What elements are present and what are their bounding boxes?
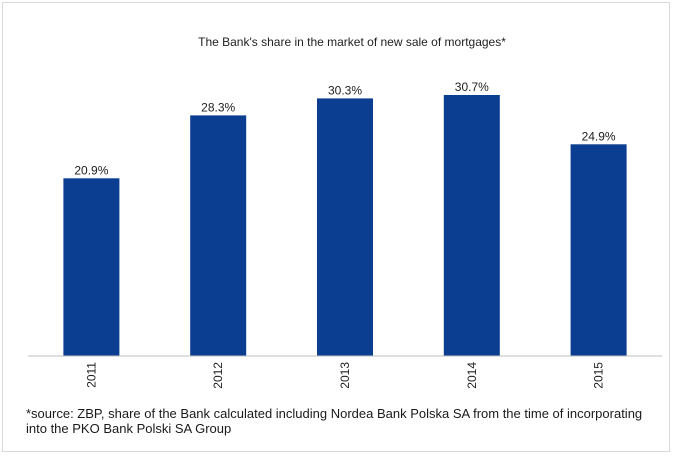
chart-title: The Bank's share in the market of new sa…	[198, 35, 506, 49]
x-tick-2014: 2014	[465, 362, 479, 389]
data-label-2011: 20.9%	[74, 163, 108, 177]
x-tick-labels: 2011 2012 2013 2014 2015	[84, 362, 605, 389]
bars-group: 20.9% 28.3% 30.3% 30.7% 24.9%	[63, 80, 627, 357]
bar-2013	[317, 98, 373, 357]
x-tick-2015: 2015	[592, 362, 606, 389]
data-label-2015: 24.9%	[582, 129, 616, 143]
data-label-2013: 30.3%	[328, 83, 362, 97]
bar-2012	[190, 115, 247, 357]
bar-2011	[63, 178, 120, 356]
data-label-2014: 30.7%	[455, 80, 489, 94]
source-footnote: *source: ZBP, share of the Bank calculat…	[26, 406, 643, 436]
bar-2015	[570, 144, 627, 356]
bar-2014	[443, 95, 500, 356]
data-label-2012: 28.3%	[201, 100, 235, 114]
x-tick-2012: 2012	[211, 362, 225, 389]
x-tick-2011: 2011	[84, 362, 98, 388]
x-tick-2013: 2013	[338, 362, 352, 389]
